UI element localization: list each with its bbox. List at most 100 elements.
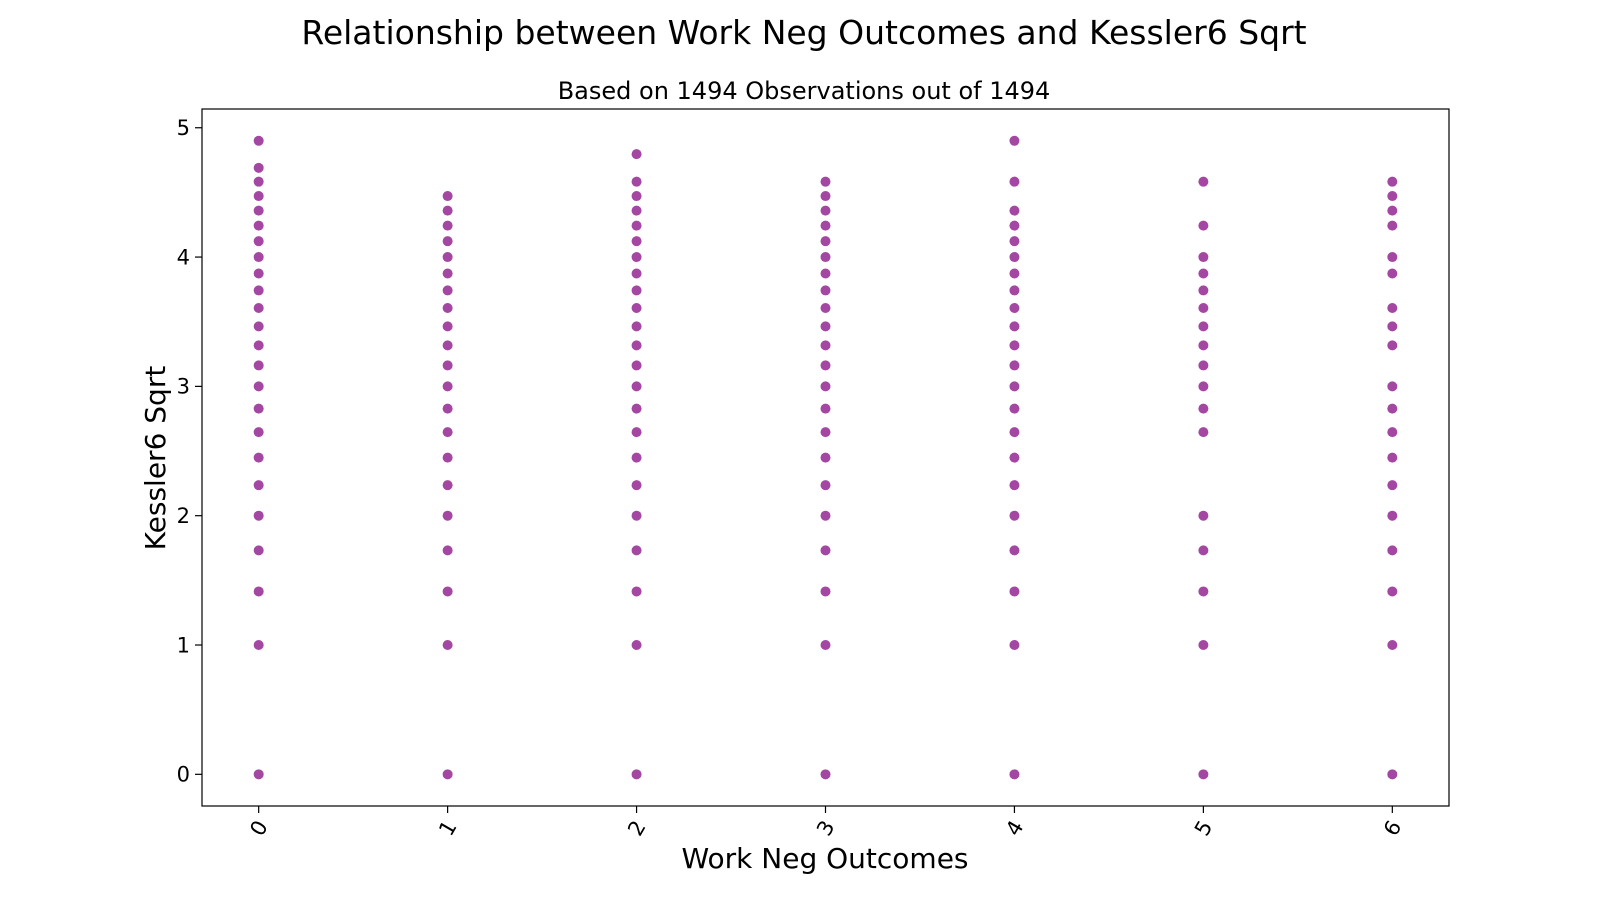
- data-point: [1198, 285, 1209, 296]
- data-point: [1009, 268, 1020, 279]
- x-axis-ticks: 0 1 2 3 4 5 6: [245, 806, 1406, 840]
- data-point: [1198, 381, 1209, 392]
- data-point: [631, 191, 642, 202]
- data-point: [1198, 427, 1209, 438]
- data-point: [631, 510, 642, 521]
- chart-subtitle: Based on 1494 Observations out of 1494: [558, 77, 1051, 105]
- data-point: [442, 236, 453, 247]
- data-point: [253, 205, 264, 216]
- y-tick-label: 2: [177, 504, 190, 528]
- data-point: [1198, 403, 1209, 414]
- data-point: [1009, 176, 1020, 187]
- data-point: [1198, 586, 1209, 597]
- data-point: [1198, 268, 1209, 279]
- data-point: [253, 135, 264, 146]
- data-point: [253, 268, 264, 279]
- data-point: [1009, 403, 1020, 414]
- data-point: [631, 403, 642, 414]
- data-point: [631, 149, 642, 160]
- data-point: [1009, 205, 1020, 216]
- data-point: [1009, 480, 1020, 491]
- data-point: [631, 340, 642, 351]
- data-point: [820, 303, 831, 314]
- data-point: [631, 285, 642, 296]
- data-point: [253, 191, 264, 202]
- data-point: [1009, 452, 1020, 463]
- data-point: [820, 769, 831, 780]
- data-point: [253, 545, 264, 556]
- data-point: [253, 403, 264, 414]
- data-point: [1009, 427, 1020, 438]
- data-point: [1387, 176, 1398, 187]
- data-point: [631, 427, 642, 438]
- data-point: [253, 340, 264, 351]
- data-point: [1009, 360, 1020, 371]
- data-point: [820, 480, 831, 491]
- data-point: [442, 340, 453, 351]
- data-point: [442, 427, 453, 438]
- data-point: [1009, 303, 1020, 314]
- x-tick-label: 5: [1190, 816, 1217, 840]
- data-point: [442, 586, 453, 597]
- data-point: [1387, 427, 1398, 438]
- data-point: [1387, 510, 1398, 521]
- x-tick-label: 1: [434, 816, 461, 840]
- data-point: [1198, 321, 1209, 332]
- data-point: [820, 236, 831, 247]
- data-point: [1198, 176, 1209, 187]
- data-point: [820, 586, 831, 597]
- data-point: [253, 427, 264, 438]
- data-point: [1009, 586, 1020, 597]
- y-axis-ticks: 0 1 2 3 4 5: [177, 116, 202, 787]
- data-point: [1387, 268, 1398, 279]
- data-point: [1009, 340, 1020, 351]
- data-point: [442, 285, 453, 296]
- data-point: [253, 381, 264, 392]
- x-tick-label: 4: [1001, 816, 1028, 840]
- data-point: [1387, 769, 1398, 780]
- data-point: [631, 545, 642, 556]
- data-point: [820, 452, 831, 463]
- data-point: [253, 252, 264, 263]
- data-point: [1009, 321, 1020, 332]
- data-point: [442, 545, 453, 556]
- y-tick-label: 0: [177, 763, 190, 787]
- data-point: [1009, 220, 1020, 231]
- data-point: [631, 220, 642, 231]
- y-tick-label: 1: [177, 633, 190, 657]
- data-point: [1009, 252, 1020, 263]
- data-point: [631, 268, 642, 279]
- data-point: [1387, 303, 1398, 314]
- data-point: [1387, 381, 1398, 392]
- data-point: [1387, 545, 1398, 556]
- data-point: [631, 321, 642, 332]
- data-point: [253, 303, 264, 314]
- data-point: [442, 381, 453, 392]
- data-point: [1009, 545, 1020, 556]
- data-point: [631, 252, 642, 263]
- data-point: [1387, 252, 1398, 263]
- x-axis-label: Work Neg Outcomes: [681, 842, 968, 875]
- data-point: [253, 236, 264, 247]
- data-point: [820, 545, 831, 556]
- data-point: [820, 176, 831, 187]
- data-point: [253, 452, 264, 463]
- data-point: [1009, 135, 1020, 146]
- data-point: [1198, 220, 1209, 231]
- y-tick-label: 5: [177, 116, 190, 140]
- data-point: [1387, 220, 1398, 231]
- data-point: [253, 162, 264, 173]
- data-point: [1198, 640, 1209, 650]
- data-point: [631, 452, 642, 463]
- data-point: [1198, 360, 1209, 371]
- data-point: [820, 268, 831, 279]
- data-point: [253, 321, 264, 332]
- data-point: [631, 640, 642, 650]
- data-point: [253, 176, 264, 187]
- data-point: [1198, 252, 1209, 263]
- data-point: [253, 480, 264, 491]
- data-point: [253, 510, 264, 521]
- data-point: [1198, 303, 1209, 314]
- data-point: [1387, 586, 1398, 597]
